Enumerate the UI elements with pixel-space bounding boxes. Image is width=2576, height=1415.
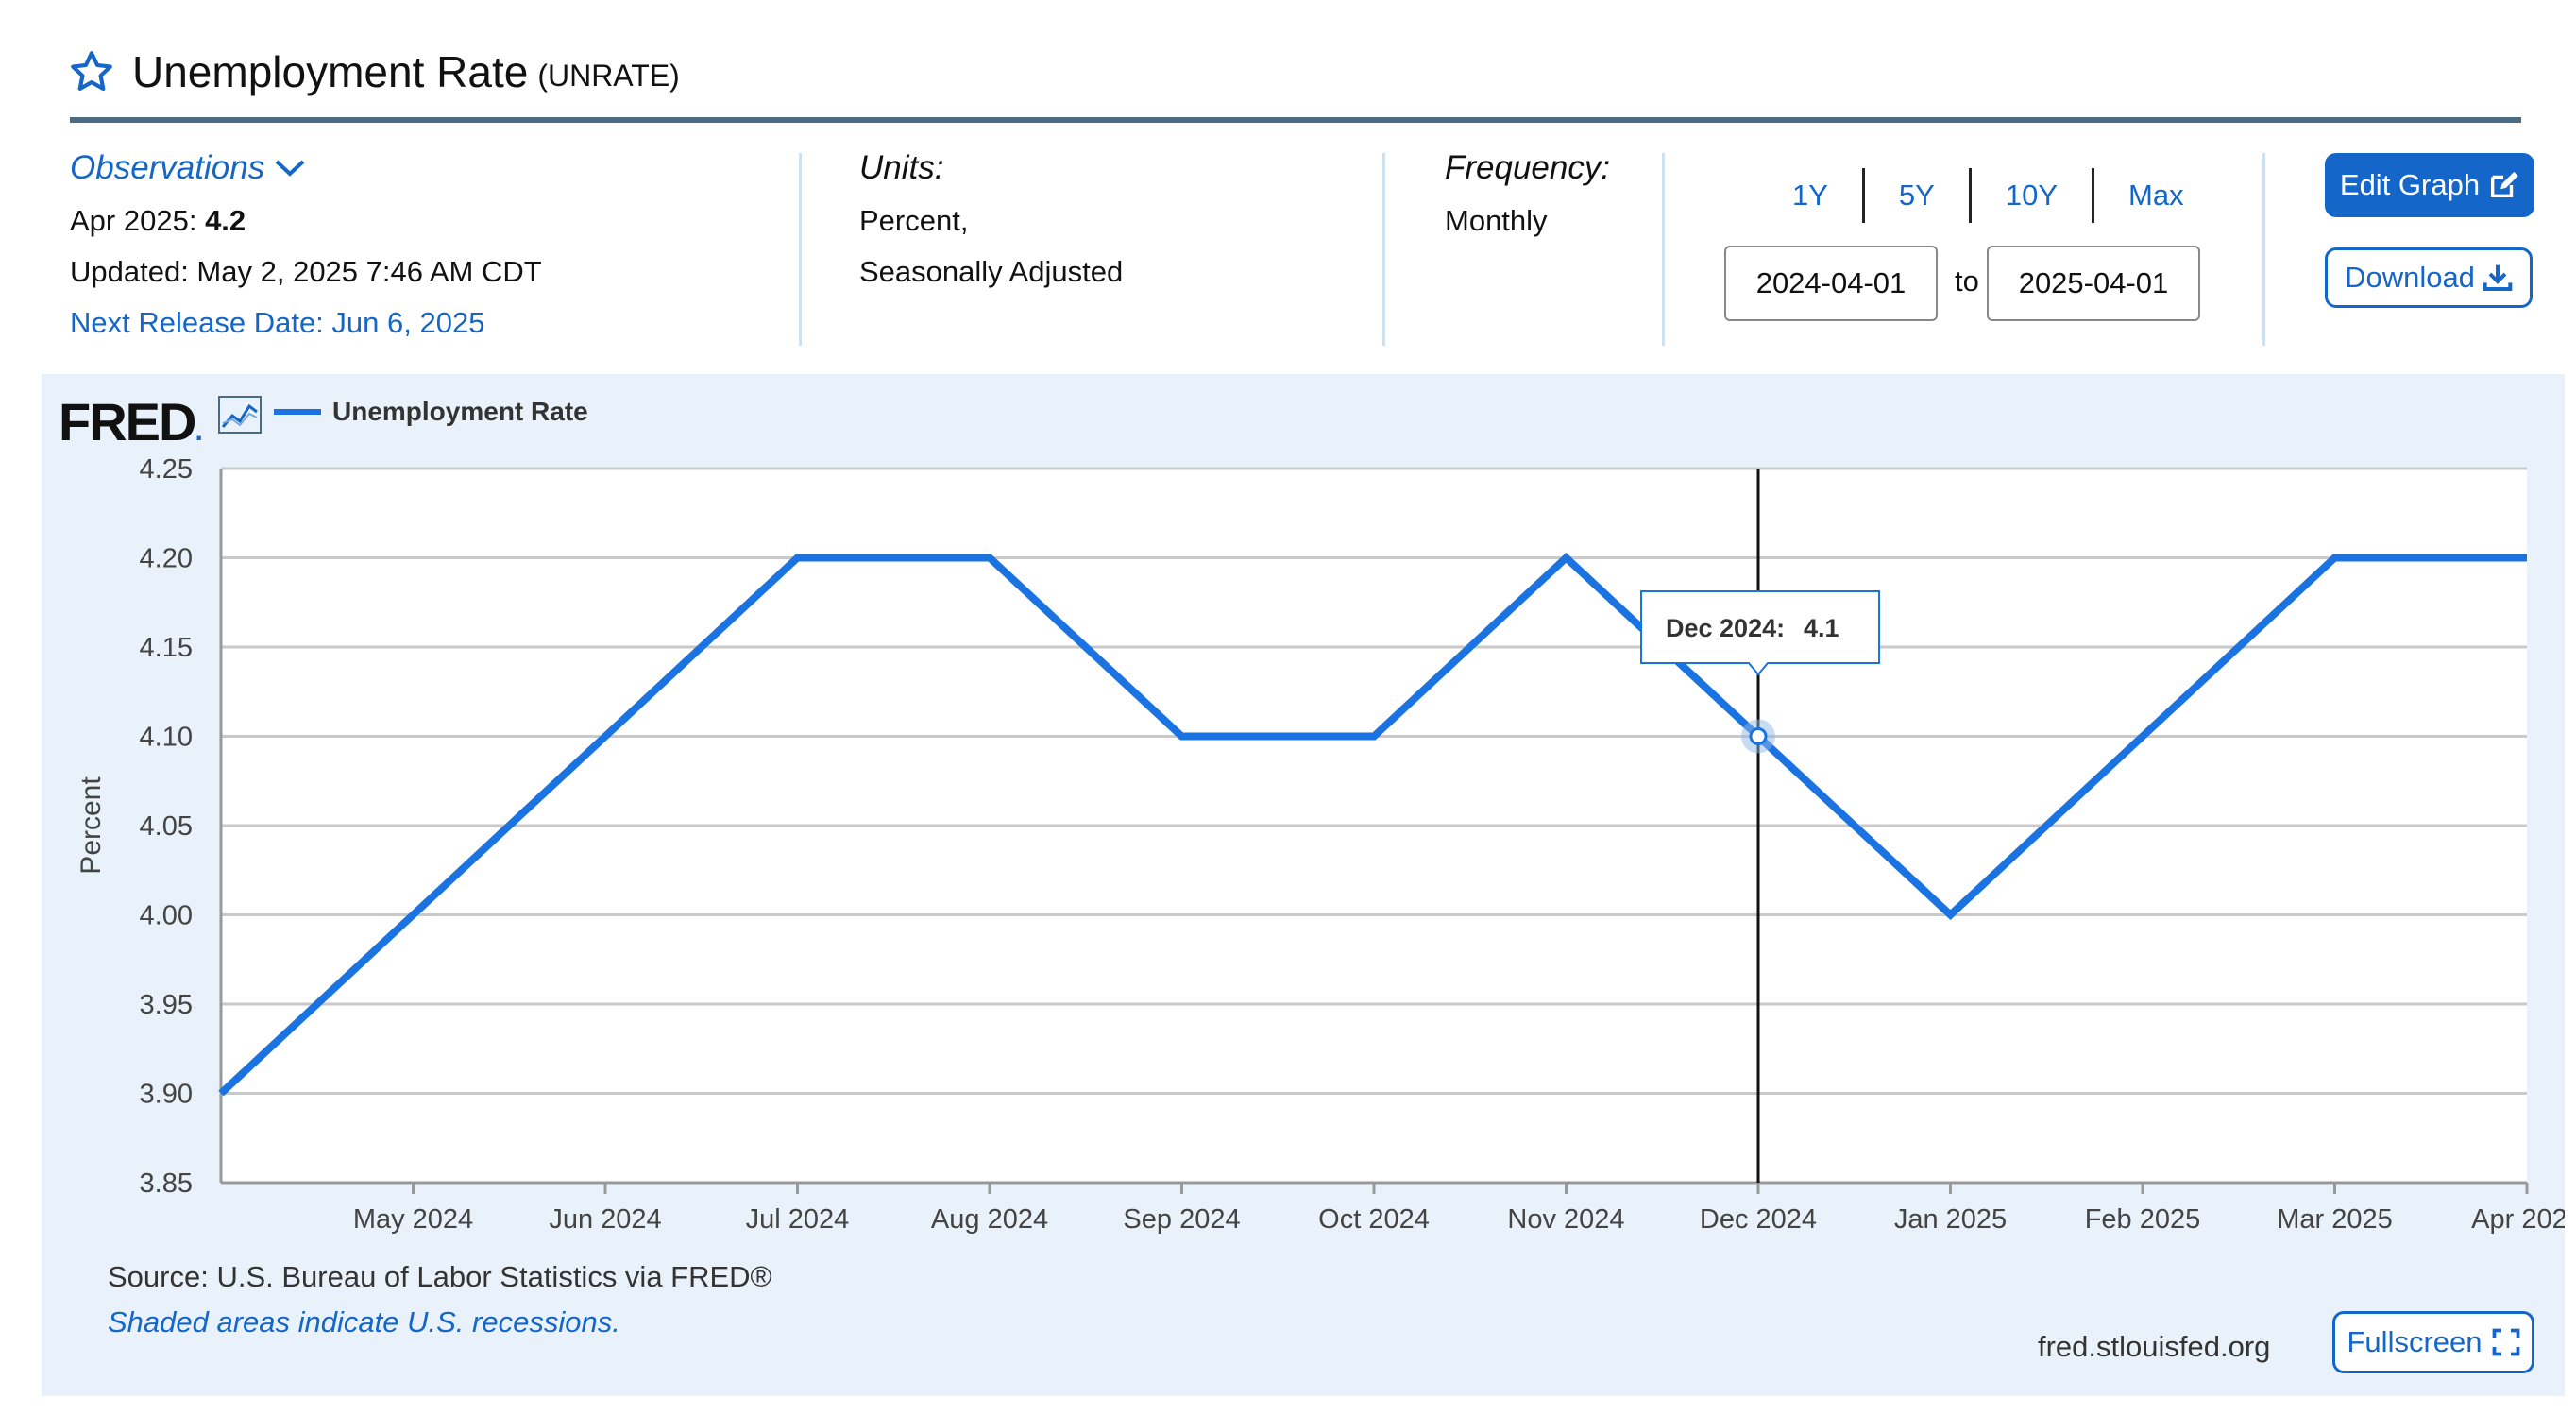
star-icon[interactable] xyxy=(68,48,115,95)
x-tick-label: Jan 2025 xyxy=(1894,1204,2007,1235)
column-divider xyxy=(1382,153,1385,346)
y-axis-label: Percent xyxy=(76,776,107,875)
observations-label: Observations xyxy=(70,149,265,186)
column-divider xyxy=(2262,153,2265,346)
download-icon xyxy=(2483,264,2513,291)
data-point[interactable] xyxy=(1177,731,1188,742)
end-date-input[interactable]: 2025-04-01 xyxy=(1987,246,2200,321)
range-10y[interactable]: 10Y xyxy=(1972,168,2095,223)
download-button[interactable]: Download xyxy=(2325,247,2533,308)
x-tick-label: Dec 2024 xyxy=(1700,1204,1817,1235)
range-selector: 1Y 5Y 10Y Max xyxy=(1758,168,2218,223)
y-tick-label: 4.20 xyxy=(140,544,193,574)
observations-toggle[interactable]: Observations xyxy=(70,149,542,187)
tooltip-box xyxy=(1640,590,1880,676)
x-tick-label: Oct 2024 xyxy=(1318,1204,1430,1235)
latest-observation-value: 4.2 xyxy=(205,204,246,237)
range-5y[interactable]: 5Y xyxy=(1865,168,1972,223)
data-point[interactable] xyxy=(408,910,419,921)
fullscreen-button[interactable]: Fullscreen xyxy=(2332,1311,2534,1373)
data-point[interactable] xyxy=(1368,731,1380,742)
series-line[interactable] xyxy=(218,553,2527,1097)
source-text: Source: U.S. Bureau of Labor Statistics … xyxy=(108,1260,772,1293)
y-tick-label: 4.25 xyxy=(140,454,193,485)
range-max[interactable]: Max xyxy=(2128,179,2184,212)
y-tick-label: 3.85 xyxy=(140,1168,193,1199)
observations-column: Observations Apr 2025: 4.2 Updated: May … xyxy=(70,149,542,340)
y-tick-label: 4.15 xyxy=(140,633,193,663)
legend-swatch xyxy=(274,409,321,415)
column-divider xyxy=(799,153,802,346)
frequency-column: Frequency: Monthly xyxy=(1445,149,1610,238)
x-tick-label: May 2024 xyxy=(353,1204,473,1235)
data-point[interactable] xyxy=(1561,553,1572,564)
edit-graph-button[interactable]: Edit Graph xyxy=(2325,153,2534,217)
fred-logo: FRED. xyxy=(59,392,203,452)
download-label: Download xyxy=(2345,261,2475,294)
x-tick-label: Feb 2025 xyxy=(2085,1204,2201,1235)
latest-observation: Apr 2025: 4.2 xyxy=(70,204,542,238)
data-point[interactable] xyxy=(2137,731,2148,742)
data-point[interactable] xyxy=(600,731,611,742)
x-tick-label: Sep 2024 xyxy=(1123,1204,1240,1235)
site-url[interactable]: fred.stlouisfed.org xyxy=(2038,1330,2271,1363)
recession-note[interactable]: Shaded areas indicate U.S. recessions. xyxy=(108,1305,620,1338)
legend-label: Unemployment Rate xyxy=(332,397,588,426)
units-column: Units: Percent, Seasonally Adjusted xyxy=(859,149,1123,289)
y-tick-label: 4.00 xyxy=(140,901,193,931)
data-point[interactable] xyxy=(792,553,804,564)
fullscreen-icon xyxy=(2492,1328,2519,1356)
date-to-label: to xyxy=(1955,264,1979,298)
start-date-input[interactable]: 2024-04-01 xyxy=(1724,246,1938,321)
x-tick-label: Nov 2024 xyxy=(1507,1204,1624,1235)
tooltip-value: 4.1 xyxy=(1804,614,1839,642)
units-line-2: Seasonally Adjusted xyxy=(859,255,1124,288)
x-tick-label: Aug 2024 xyxy=(931,1204,1048,1235)
next-release-link[interactable]: Next Release Date: Jun 6, 2025 xyxy=(70,306,485,339)
data-point[interactable] xyxy=(215,1088,227,1100)
updated-text: Updated: May 2, 2025 7:46 AM CDT xyxy=(70,255,542,288)
y-tick-label: 4.05 xyxy=(140,811,193,842)
graph-panel: FRED. Unemployment Rate 4.25 4.20 4.15 4.10… xyxy=(42,374,2565,1396)
y-tick-label: 3.95 xyxy=(140,990,193,1020)
data-point[interactable] xyxy=(1945,910,1957,921)
line-chart[interactable]: 4.25 4.20 4.15 4.10 4.05 4.00 3.95 3.90 3.85 May … xyxy=(42,374,2565,1243)
data-point[interactable] xyxy=(2521,553,2533,564)
units-line-1: Percent, xyxy=(859,204,969,237)
x-tick-label: Jul 2024 xyxy=(746,1204,850,1235)
frequency-label: Frequency: xyxy=(1445,149,1611,186)
tooltip-label: Dec 2024: xyxy=(1666,614,1785,642)
x-tick-label: Apr 2025 xyxy=(2471,1204,2565,1235)
range-1y[interactable]: 1Y xyxy=(1758,168,1865,223)
y-tick-label: 3.90 xyxy=(140,1080,193,1110)
data-point[interactable] xyxy=(2330,553,2341,564)
chevron-down-icon xyxy=(275,160,305,177)
chart-legend[interactable]: Unemployment Rate xyxy=(274,397,588,427)
header-divider xyxy=(70,117,2521,123)
fullscreen-label: Fullscreen xyxy=(2347,1325,2483,1358)
data-point[interactable] xyxy=(984,553,995,564)
page-title: Unemployment Rate xyxy=(132,47,529,96)
chart-line-icon xyxy=(218,396,262,434)
units-label: Units: xyxy=(859,149,944,186)
fred-logo-text: FRED xyxy=(59,392,196,452)
frequency-value: Monthly xyxy=(1445,204,1548,237)
column-divider xyxy=(1662,153,1665,346)
x-tick-label: Mar 2025 xyxy=(2277,1204,2393,1235)
hover-point xyxy=(1749,727,1768,745)
series-id: (UNRATE) xyxy=(537,58,680,93)
title-row: Unemployment Rate (UNRATE) xyxy=(68,42,680,102)
edit-icon xyxy=(2491,171,2518,198)
edit-graph-label: Edit Graph xyxy=(2339,168,2481,201)
y-tick-label: 4.10 xyxy=(140,723,193,753)
x-tick-label: Jun 2024 xyxy=(549,1204,661,1235)
latest-observation-label: Apr 2025: xyxy=(70,204,197,237)
